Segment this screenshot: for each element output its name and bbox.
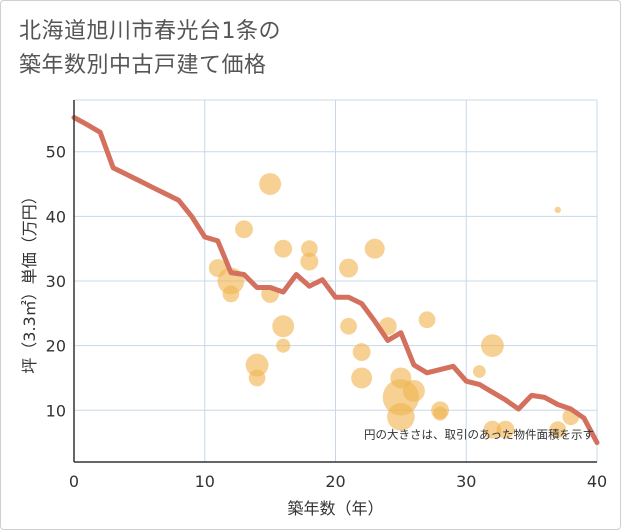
- x-tick-label: 10: [195, 472, 215, 491]
- data-point-bubble[interactable]: [387, 402, 415, 431]
- x-tick-label: 0: [69, 472, 79, 491]
- y-tick-label: 50: [46, 143, 66, 162]
- chart-title-line1: 北海道旭川市春光台1条の: [19, 19, 281, 44]
- y-tick-label: 10: [46, 401, 66, 420]
- data-point-bubble[interactable]: [274, 239, 293, 258]
- data-point-bubble[interactable]: [549, 421, 567, 439]
- data-point-bubble[interactable]: [300, 240, 318, 258]
- data-point-bubble[interactable]: [554, 206, 561, 214]
- x-tick-label: 30: [456, 472, 476, 491]
- data-point-bubble[interactable]: [364, 238, 385, 259]
- x-tick-label: 20: [325, 472, 345, 491]
- size-legend-note: 円の大きさは、取引のあった物件面積を示す: [364, 428, 594, 442]
- y-tick-label: 20: [46, 337, 66, 356]
- data-point-bubble[interactable]: [339, 258, 359, 278]
- data-point-bubble[interactable]: [259, 173, 282, 195]
- data-point-bubble[interactable]: [390, 367, 412, 389]
- data-point-bubble[interactable]: [418, 311, 436, 329]
- data-point-bubble[interactable]: [340, 317, 357, 335]
- x-tick-label: 40: [587, 472, 607, 491]
- data-point-bubble[interactable]: [496, 420, 515, 439]
- data-point-bubble[interactable]: [222, 285, 240, 303]
- data-point-bubble[interactable]: [300, 252, 319, 271]
- data-point-bubble[interactable]: [245, 353, 269, 377]
- data-point-bubble[interactable]: [235, 220, 253, 239]
- data-point-bubble[interactable]: [480, 334, 504, 358]
- data-point-bubble[interactable]: [402, 379, 425, 402]
- y-tick-label: 40: [46, 207, 66, 226]
- data-point-bubble[interactable]: [272, 315, 295, 338]
- x-axis-title: 築年数（年）: [287, 499, 383, 518]
- data-point-bubble[interactable]: [276, 338, 291, 353]
- data-point-bubble[interactable]: [433, 406, 448, 421]
- data-point-bubble[interactable]: [483, 420, 502, 439]
- average-price-line[interactable]: [71, 115, 600, 446]
- chart-title-line2: 築年数別中古戸建て価格: [19, 53, 267, 78]
- data-point-bubble[interactable]: [248, 369, 266, 387]
- chart-title: 北海道旭川市春光台1条の 築年数別中古戸建て価格: [19, 15, 281, 83]
- data-point-bubble[interactable]: [351, 367, 373, 389]
- data-point-bubble[interactable]: [352, 343, 371, 362]
- y-axis-title: 坪（3.3㎡）単価（万円）: [20, 188, 39, 373]
- y-tick-label: 30: [46, 272, 66, 291]
- data-point-bubble[interactable]: [473, 365, 486, 378]
